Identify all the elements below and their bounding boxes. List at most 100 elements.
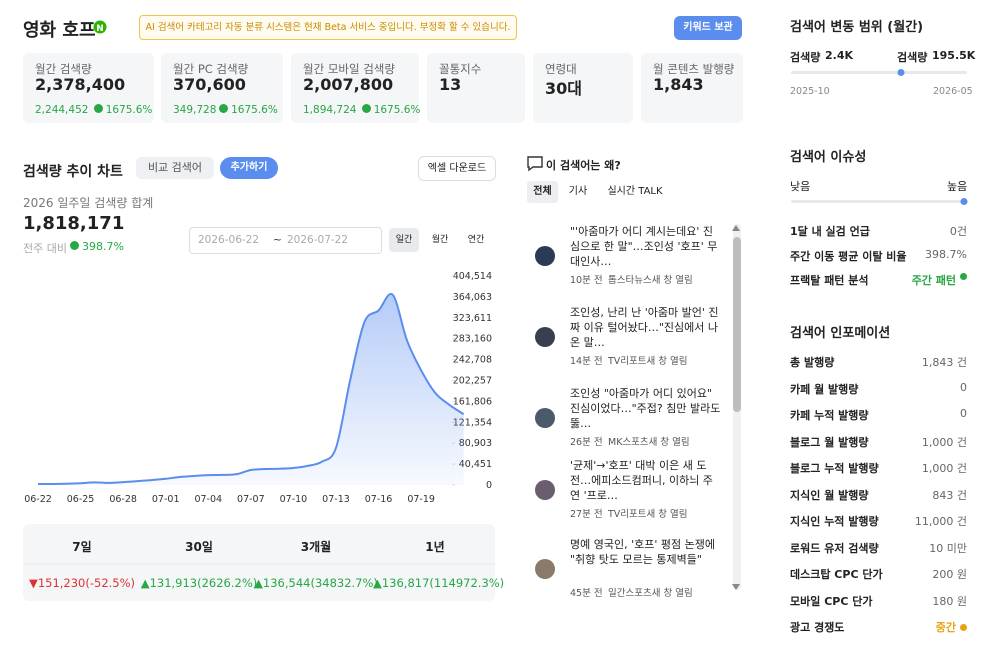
info-title: 검색어 인포메이션 <box>790 326 891 341</box>
summary-box <box>23 524 495 601</box>
keep-button[interactable]: 키워드 보관 <box>674 16 742 40</box>
news-source[interactable]: 톱스타뉴스새 창 열림 <box>608 275 693 286</box>
y-tick-label: 323,611 <box>453 313 492 324</box>
news-tab[interactable]: 전체 <box>527 181 558 203</box>
stat-card <box>641 53 743 123</box>
scroll-up[interactable] <box>732 225 740 231</box>
date-picker[interactable] <box>189 227 382 254</box>
stat-card <box>23 53 154 123</box>
y-tick-label: 80,903 <box>459 438 492 449</box>
date-from[interactable]: 2026-06-22 <box>198 234 260 246</box>
stat-value: 13 <box>439 75 462 94</box>
trend-subtitle: 2026 일주일 검색량 합계 <box>23 196 154 210</box>
info-label: 카페 누적 발행량 <box>790 409 869 422</box>
area-fill <box>38 293 464 485</box>
news-thumb <box>535 246 555 266</box>
stat-label: 월 콘텐츠 발행량 <box>653 62 735 76</box>
issue-dot <box>960 198 968 205</box>
range-min-label: 검색량 <box>790 51 821 64</box>
period-button[interactable]: 월간 <box>431 235 449 245</box>
info-value: 1,000 건 <box>921 435 967 449</box>
stat-card <box>427 53 525 123</box>
scroll-down[interactable] <box>732 584 740 590</box>
stat-card <box>291 53 419 123</box>
status-dot <box>960 624 967 631</box>
info-label: 총 발행량 <box>790 356 835 369</box>
period-button[interactable]: 연간 <box>467 235 485 245</box>
x-tick-label: 06-25 <box>67 494 95 505</box>
info-value: 180 원 <box>932 594 967 608</box>
summary-header: 7일 <box>72 540 92 554</box>
issue-label: 1달 내 실검 언급 <box>790 225 870 238</box>
stat-label: 월간 PC 검색량 <box>173 62 249 76</box>
info-label: 로워드 유저 검색량 <box>790 541 879 555</box>
news-headline[interactable]: '균제'→'호프' 대박 이은 새 도전…에피소드컴퍼니, 이하늬 주연 '프로… <box>570 459 713 502</box>
scroll-thumb[interactable] <box>733 237 741 412</box>
info-label: 데스크탑 CPC 단가 <box>790 568 883 581</box>
stat-value: 370,600 <box>173 75 246 94</box>
issue-title: 검색어 이슈성 <box>790 150 867 165</box>
news-tab[interactable]: 실시간 TALK <box>607 186 663 197</box>
x-tick-label: 07-16 <box>365 494 393 505</box>
date-sep: ~ <box>273 234 282 246</box>
stat-label: 연령대 <box>545 62 577 76</box>
x-tick-label: 07-13 <box>322 494 350 505</box>
summary-value: ▲136,817(114972.3%) <box>373 576 505 590</box>
info-value: 1,843 건 <box>921 356 967 369</box>
x-tick-label: 07-19 <box>407 494 435 505</box>
news-thumb <box>535 559 555 579</box>
issue-label: 주간 이동 평균 이탈 비율 <box>790 249 907 263</box>
summary-header: 3개월 <box>300 540 332 554</box>
news-time: 26분 전 <box>570 437 603 448</box>
news-source[interactable]: 일간스포츠새 창 열림 <box>608 588 693 599</box>
compare-button[interactable]: 비교 검색어 <box>136 157 214 179</box>
notice: AI 검색어 카테고리 자동 분류 시스템은 현재 Beta 서비스 중입니다.… <box>139 15 517 40</box>
news-time: 27분 전 <box>570 509 603 520</box>
info-label: 광고 경쟁도 <box>790 621 845 634</box>
news-thumb <box>535 408 555 428</box>
y-tick-label: 242,708 <box>453 355 492 366</box>
y-tick-label: 283,160 <box>453 334 492 345</box>
y-tick-label: 161,806 <box>453 396 492 407</box>
y-tick-label: 404,514 <box>453 271 492 282</box>
summary-value: ▲131,913(2626.2%) <box>140 576 258 590</box>
x-tick-label: 07-10 <box>280 494 308 505</box>
summary-header: 30일 <box>185 540 213 554</box>
news-title: 이 검색어는 왜? <box>546 159 621 172</box>
period-button[interactable]: 일간 <box>389 228 419 252</box>
stat-value: 2,007,800 <box>303 75 394 94</box>
x-tick-label: 06-22 <box>24 494 52 505</box>
stat-change: 1675.6% <box>105 104 153 116</box>
badge-text: N <box>96 24 104 34</box>
badge <box>93 20 107 34</box>
info-value: 0 <box>960 380 967 394</box>
date-to[interactable]: 2026-07-22 <box>287 234 349 246</box>
news-icon <box>527 156 543 172</box>
add-button[interactable]: 추가하기 <box>220 157 278 179</box>
info-label: 모바일 CPC 단가 <box>790 594 873 608</box>
news-headline[interactable]: 조인성 "아줌마가 어디 있어요" 진심이었다…"주접? 침만 발라도 뚫… <box>570 387 721 430</box>
info-label: 지식인 누적 발행량 <box>790 515 879 528</box>
up-icon <box>70 241 79 250</box>
news-source[interactable]: MK스포츠새 창 열림 <box>608 437 690 448</box>
news-time: 45분 전 <box>570 588 603 599</box>
news-time: 14분 전 <box>570 356 603 367</box>
y-tick-label: 0 <box>486 480 492 491</box>
news-tab[interactable]: 기사 <box>568 186 588 197</box>
issue-value: 398.7% <box>925 247 967 261</box>
up-icon <box>219 104 229 113</box>
news-headline[interactable]: "'아줌마가 어디 계시는데요' 진심으로 한 말"…조인성 '호프' 무대인사… <box>570 225 718 268</box>
news-source[interactable]: TV리포트새 창 열림 <box>608 356 688 367</box>
news-source[interactable]: TV리포트새 창 열림 <box>608 509 688 520</box>
stat-label: 월간 검색량 <box>35 62 92 76</box>
news-time: 10분 전 <box>570 275 603 286</box>
news-headline[interactable]: 명예 영국인, '호프' 평점 논쟁에 "취향 탓도 모르는 통제벽들" <box>570 538 715 566</box>
x-tick-label: 07-04 <box>194 494 222 505</box>
up-icon <box>361 104 371 113</box>
news-headline[interactable]: 조인성, 난리 난 '아줌마 발언' 진짜 이유 털어놨다…"진심에서 나온 말… <box>570 306 719 349</box>
issue-label: 프랙탈 패턴 분석 <box>790 274 869 287</box>
trend-change: 398.7% <box>82 240 124 253</box>
download-button[interactable]: 엑셀 다운로드 <box>418 156 496 181</box>
stat-change: 1675.6% <box>231 104 278 116</box>
